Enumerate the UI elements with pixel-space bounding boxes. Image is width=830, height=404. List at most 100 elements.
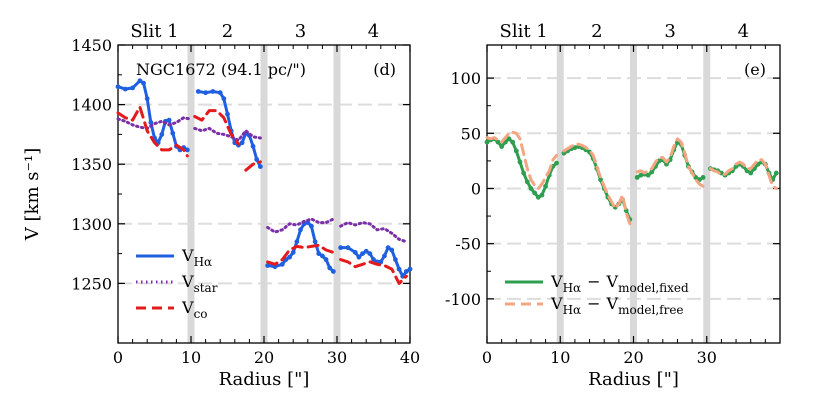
data-point [137,78,143,84]
data-point [265,263,271,268]
data-point [305,220,311,226]
x-tick-label: 30 [327,348,347,367]
data-point [634,175,640,180]
slit-gap-band [630,45,637,343]
legend: VHα Vstar Vco [136,246,218,321]
slit-gap-band [333,45,341,343]
series-line [562,145,632,221]
legend-entry: Vco [181,298,208,321]
panel-label: (e) [744,60,766,79]
data-point [239,140,245,146]
legend-entry: Vstar [181,272,218,295]
y-tick-label: 1450 [71,36,112,55]
series-line [339,221,408,244]
data-point [748,170,754,176]
series-line [635,137,705,188]
data-point [528,186,534,191]
x-tick-label: 30 [697,348,717,367]
data-point [210,89,216,94]
slit-label: 4 [738,21,749,42]
data-point [645,172,651,178]
data-point [484,139,490,145]
y-tick-label: 100 [450,69,481,88]
data-point [294,239,300,245]
data-point [524,179,530,185]
galaxy-label: NGC1672 (94.1 pc/") [136,60,306,79]
series-2 [116,105,408,285]
data-point [554,160,559,166]
series-0 [115,78,413,279]
y-tick-label: 50 [461,124,481,143]
slit-label: 4 [368,21,379,42]
x-tick-label: 0 [113,348,123,367]
data-point [184,147,190,153]
data-point [345,245,351,251]
data-point [221,96,227,102]
slit-label: 2 [222,21,233,42]
series-layer [115,78,413,285]
data-point [521,170,527,176]
slit-gap-band [703,45,711,343]
x-tick-label: 20 [623,348,643,367]
data-point [309,223,314,229]
series-line [266,243,335,266]
series-line [116,105,189,158]
data-point [638,172,644,178]
data-point [130,85,136,91]
data-point [510,139,516,145]
x-tick-label: 20 [254,348,274,367]
series-line [244,160,262,172]
slit-label: 3 [664,21,675,42]
data-point [352,250,358,255]
slit-label: Slit 1 [130,21,178,42]
data-point [506,136,512,142]
slit-label: 3 [295,21,306,42]
data-point [279,261,285,267]
data-point [166,117,172,123]
data-point [338,245,344,251]
data-point [396,266,402,272]
legend-entry: VHα [181,246,212,269]
series-1 [485,130,778,226]
data-point [407,266,413,272]
data-point [382,253,387,259]
data-point [312,239,318,245]
series-layer [484,130,779,226]
series-line [485,130,559,190]
data-point [532,190,538,196]
data-point [170,130,176,136]
data-point [367,251,373,256]
data-point [144,96,150,102]
data-point [495,139,501,145]
slit-label: 2 [591,21,602,42]
data-point [287,254,292,260]
data-point [254,157,260,162]
data-point [217,90,223,96]
data-point [513,148,519,154]
data-point [539,192,545,198]
data-point [598,177,603,183]
data-point [327,265,333,271]
data-point [195,89,201,94]
data-point [115,84,121,90]
data-point [400,273,406,279]
data-point [159,132,165,137]
data-point [378,259,384,265]
data-point [360,251,365,256]
data-point [543,183,548,189]
data-point [664,161,669,167]
data-point [257,164,263,169]
data-point [203,90,209,96]
slit-gap-band [260,45,268,343]
data-point [148,120,154,125]
y-tick-label: -50 [455,235,481,254]
data-point [535,194,541,200]
x-axis-label: Radius ["] [588,369,679,390]
data-point [290,250,296,255]
data-point [773,170,779,176]
panel-label: (d) [373,60,396,79]
panel-d: 0 10 20 30 40 1250 1300 1350 1400 1450 Slit 1 2 3 4 Ra… [22,21,420,390]
series-line [708,158,778,190]
